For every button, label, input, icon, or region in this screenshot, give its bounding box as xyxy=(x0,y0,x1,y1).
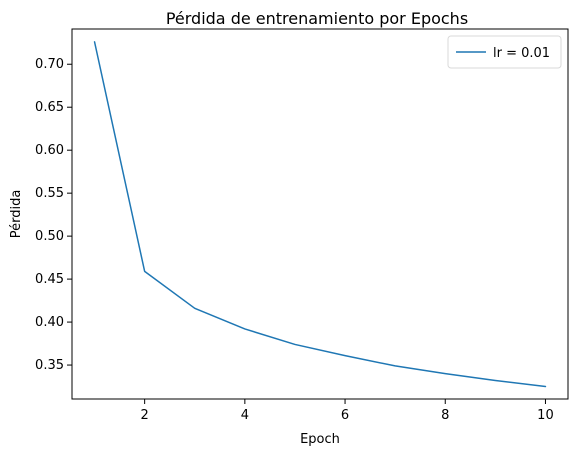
y-tick-label: 0.35 xyxy=(35,358,64,373)
y-tick-label: 0.65 xyxy=(35,100,64,115)
y-axis-label: Pérdida xyxy=(9,190,24,239)
y-tick-label: 0.60 xyxy=(35,143,64,158)
legend-box xyxy=(447,35,562,69)
y-tick-label: 0.40 xyxy=(35,315,64,330)
x-axis-label: Epoch xyxy=(300,432,340,447)
y-tick-label: 0.55 xyxy=(35,186,64,201)
legend: lr = 0.01 xyxy=(447,35,562,69)
x-tick-label: 4 xyxy=(241,408,249,423)
y-tick-label: 0.70 xyxy=(35,57,64,72)
legend-label: lr = 0.01 xyxy=(493,46,550,61)
x-tick-label: 6 xyxy=(341,408,349,423)
x-tick-label: 8 xyxy=(441,408,449,423)
y-axis: 0.35 0.40 0.45 0.50 0.55 0.60 0.65 0.70 xyxy=(35,57,72,373)
x-tick-label: 2 xyxy=(141,408,149,423)
x-tick-label: 10 xyxy=(537,408,554,423)
chart-title: Pérdida de entrenamiento por Epochs xyxy=(166,9,468,28)
plot-area xyxy=(71,28,569,400)
y-tick-label: 0.50 xyxy=(35,229,64,244)
x-axis: 2 4 6 8 10 xyxy=(141,399,554,423)
y-tick-label: 0.45 xyxy=(35,272,64,287)
series-line xyxy=(93,41,547,388)
